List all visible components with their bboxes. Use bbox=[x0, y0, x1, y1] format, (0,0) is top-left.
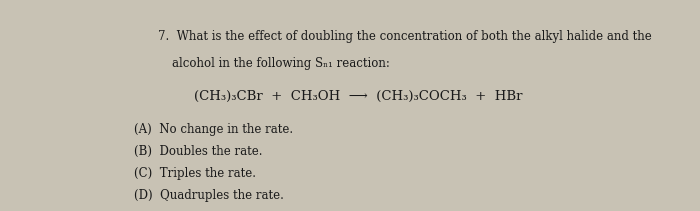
Text: (A)  No change in the rate.: (A) No change in the rate. bbox=[134, 123, 293, 136]
Text: 7.  What is the effect of doubling the concentration of both the alkyl halide an: 7. What is the effect of doubling the co… bbox=[158, 30, 652, 43]
Text: alcohol in the following Sₙ₁ reaction:: alcohol in the following Sₙ₁ reaction: bbox=[172, 57, 389, 70]
Text: (D)  Quadruples the rate.: (D) Quadruples the rate. bbox=[134, 189, 284, 202]
Text: (B)  Doubles the rate.: (B) Doubles the rate. bbox=[134, 145, 262, 158]
Text: (CH₃)₃CBr  +  CH₃OH  ⟶  (CH₃)₃COCH₃  +  HBr: (CH₃)₃CBr + CH₃OH ⟶ (CH₃)₃COCH₃ + HBr bbox=[195, 90, 523, 103]
Text: (C)  Triples the rate.: (C) Triples the rate. bbox=[134, 167, 256, 180]
